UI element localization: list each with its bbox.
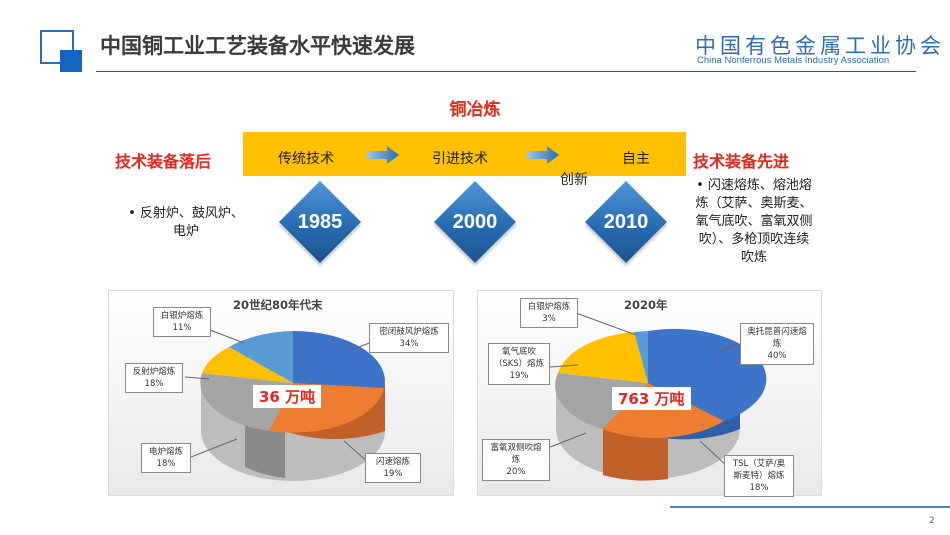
pie-title: 20世纪80年代末 <box>233 298 323 312</box>
pie-title: 2020年 <box>624 298 668 312</box>
pie-panel-1980s: 20世纪80年代末 白银炉熔炼 11% 反射炉熔炼 18% 电炉熔炼 18% 闪速熔炼… <box>108 290 454 496</box>
section-title: 铜冶炼 <box>449 100 501 120</box>
stage-imported: 引进技术 <box>432 151 488 167</box>
page-number: 2 <box>929 516 935 526</box>
pie-panel-2020: 2020年 白银炉熔炼 3% 氧气底吹（SKS）熔炼 19% 富氧双侧吹熔炼 20% … <box>477 290 822 497</box>
timeline-bar <box>243 132 686 176</box>
logo-square-outline <box>40 30 74 64</box>
logo-square-fill <box>60 50 82 72</box>
pie-chart-1980s <box>184 324 385 481</box>
callout-outokumpu: 奥托昆普闪速熔炼 40% <box>740 323 814 365</box>
callout-electric-furnace: 电炉熔炼 18% <box>141 443 191 473</box>
callout-side-blow: 富氧双侧吹熔炼 20% <box>482 439 550 481</box>
callout-flash: 闪速熔炼 19% <box>365 453 421 483</box>
callout-baiyin: 白银炉熔炼 11% <box>153 307 211 337</box>
right-label: 技术装备先进 <box>693 152 790 171</box>
right-note: • 闪速熔炼、熔池熔炼（艾萨、奥斯麦、氧气底吹、富氧双侧吹）、多枪顶吹连续吹炼 <box>695 178 813 265</box>
pie-total-label: 763 万吨 <box>612 387 691 410</box>
stage-independent: 自主 <box>622 151 650 167</box>
year-label: 1985 <box>297 211 343 233</box>
pie-chart-2020 <box>539 312 767 481</box>
stage-traditional: 传统技术 <box>278 151 334 167</box>
association-name-cn: 中国有色金属工业协会 <box>695 34 945 58</box>
pie-total-label: 36 万吨 <box>253 385 322 408</box>
arrow-right-icon <box>527 146 559 164</box>
callout-sks: 氧气底吹（SKS）熔炼 19% <box>488 343 550 385</box>
callout-baiyin: 白银炉熔炼 3% <box>520 298 578 328</box>
callout-tsl: TSL（艾萨/奥斯麦特）熔炼 18% <box>724 455 794 497</box>
year-diamond-1985: 1985 <box>276 178 364 266</box>
logo-squares <box>40 30 84 74</box>
left-label: 技术装备落后 <box>115 152 212 171</box>
year-diamond-2000: 2000 <box>431 178 519 266</box>
year-label: 2000 <box>452 211 498 233</box>
header-rule <box>96 71 916 72</box>
callout-closed-blast: 密闭鼓风炉熔炼 34% <box>369 323 449 353</box>
association-name-en: China Nonferrous Metals Industry Associa… <box>697 55 890 66</box>
stage-innovation: 创新 <box>560 172 588 188</box>
slide-title: 中国铜工业工艺装备水平快速发展 <box>100 34 415 58</box>
callout-reverberatory: 反射炉熔炼 18% <box>125 363 183 393</box>
footer-rule <box>670 506 950 508</box>
year-diamond-2010: 2010 <box>582 178 670 266</box>
year-label: 2010 <box>603 211 649 233</box>
arrow-right-icon <box>367 146 399 164</box>
left-note: • 反射炉、鼓风炉、电炉 <box>128 206 244 239</box>
